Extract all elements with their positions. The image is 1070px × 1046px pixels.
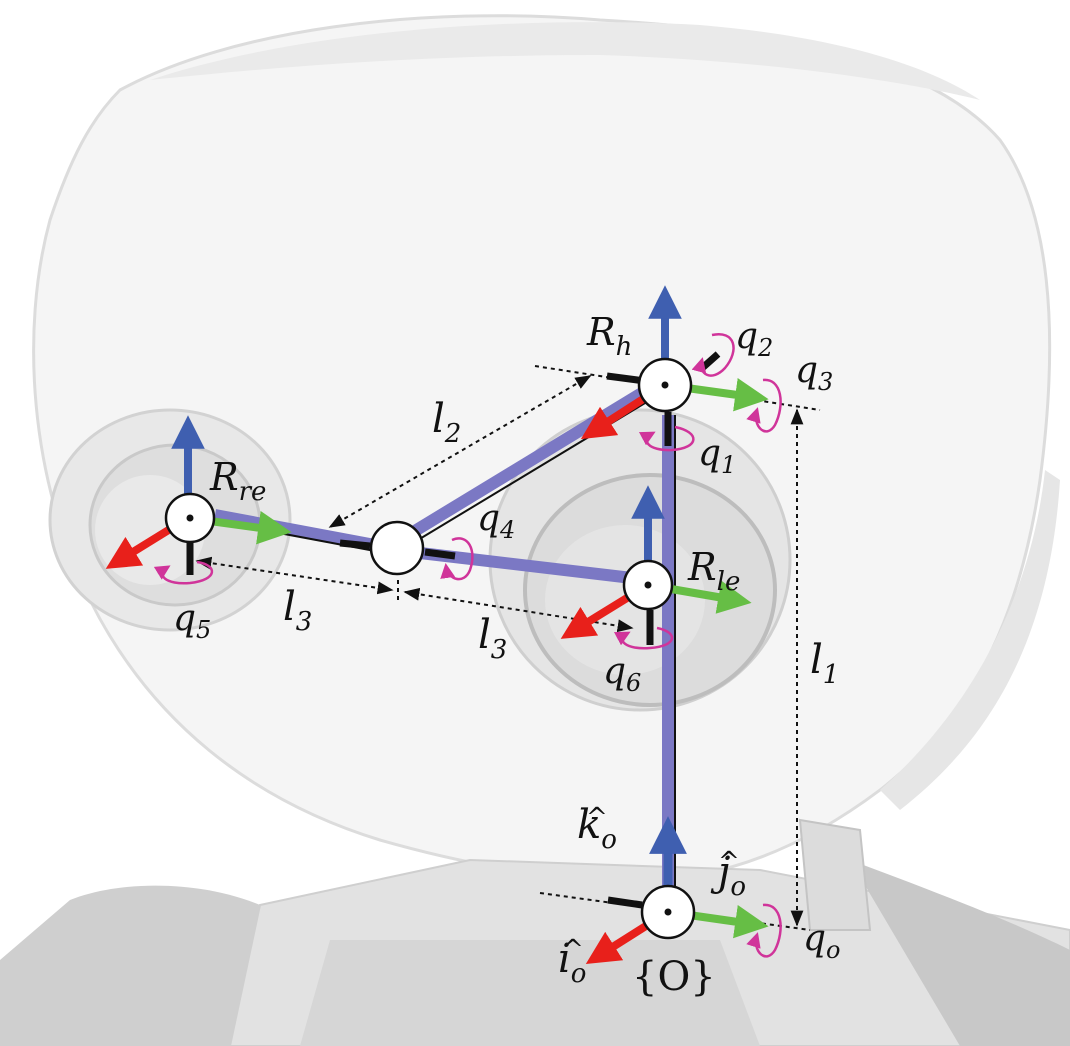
l3-left-dimension (403, 587, 634, 633)
shoulder-right (850, 860, 1070, 1046)
label-q5: q5 (173, 598, 211, 644)
origin-joint-center (664, 908, 672, 916)
q3-rotation (746, 378, 782, 433)
stub-origin-left (607, 896, 643, 909)
face-top-highlight (150, 22, 980, 100)
q4-rotation (440, 537, 474, 581)
l2-dimension (328, 375, 592, 528)
link-to-left-eye (419, 547, 633, 584)
l3-right-dimension (195, 556, 394, 595)
neck-bracket (798, 818, 872, 931)
label-q4: q4 (477, 498, 515, 544)
label-i: io (558, 936, 586, 989)
labels: Rh Rre Rle {O} q1 q2 q3 q4 q5 q6 qo l1 l… (173, 310, 841, 1000)
label-origin-frame: {O} (632, 954, 716, 1000)
shoulder-left (0, 885, 260, 1046)
label-q1: q1 (698, 433, 736, 479)
face-cheek-shadow (880, 470, 1060, 810)
q2-rotation (691, 332, 735, 377)
neck-panel (300, 940, 760, 1046)
label-l3-left: l3 (478, 612, 507, 665)
stub-neck-right (424, 548, 456, 560)
q5-rotation (153, 560, 214, 585)
q1-rotation (638, 425, 695, 452)
qo-rotation (746, 903, 782, 958)
label-l1: l1 (810, 637, 839, 690)
label-rre: Rre (209, 455, 266, 507)
label-qo: qo (803, 918, 841, 964)
rotation-indicators (153, 332, 782, 958)
left-eye-joint-center (644, 581, 652, 589)
label-j-hat: ^ (718, 847, 740, 877)
label-l2: l2 (432, 396, 461, 449)
joint-centers (186, 381, 672, 916)
label-q3: q3 (795, 350, 833, 396)
label-k: ko (577, 802, 617, 855)
link-to-right-eye (213, 509, 377, 551)
label-k-hat: ^ (586, 803, 608, 833)
q6-rotation (613, 626, 674, 650)
eye-base-joint (369, 520, 425, 576)
label-rh: Rh (586, 310, 632, 362)
label-q6: q6 (603, 651, 641, 697)
stub-neck-left (339, 539, 371, 550)
label-rle: Rle (687, 545, 740, 597)
right-eye-joint-center (186, 514, 194, 522)
label-i-hat: ^ (562, 935, 584, 965)
label-l3-right: l3 (283, 584, 312, 637)
head-joint-center (661, 381, 669, 389)
label-q2: q2 (735, 316, 773, 362)
